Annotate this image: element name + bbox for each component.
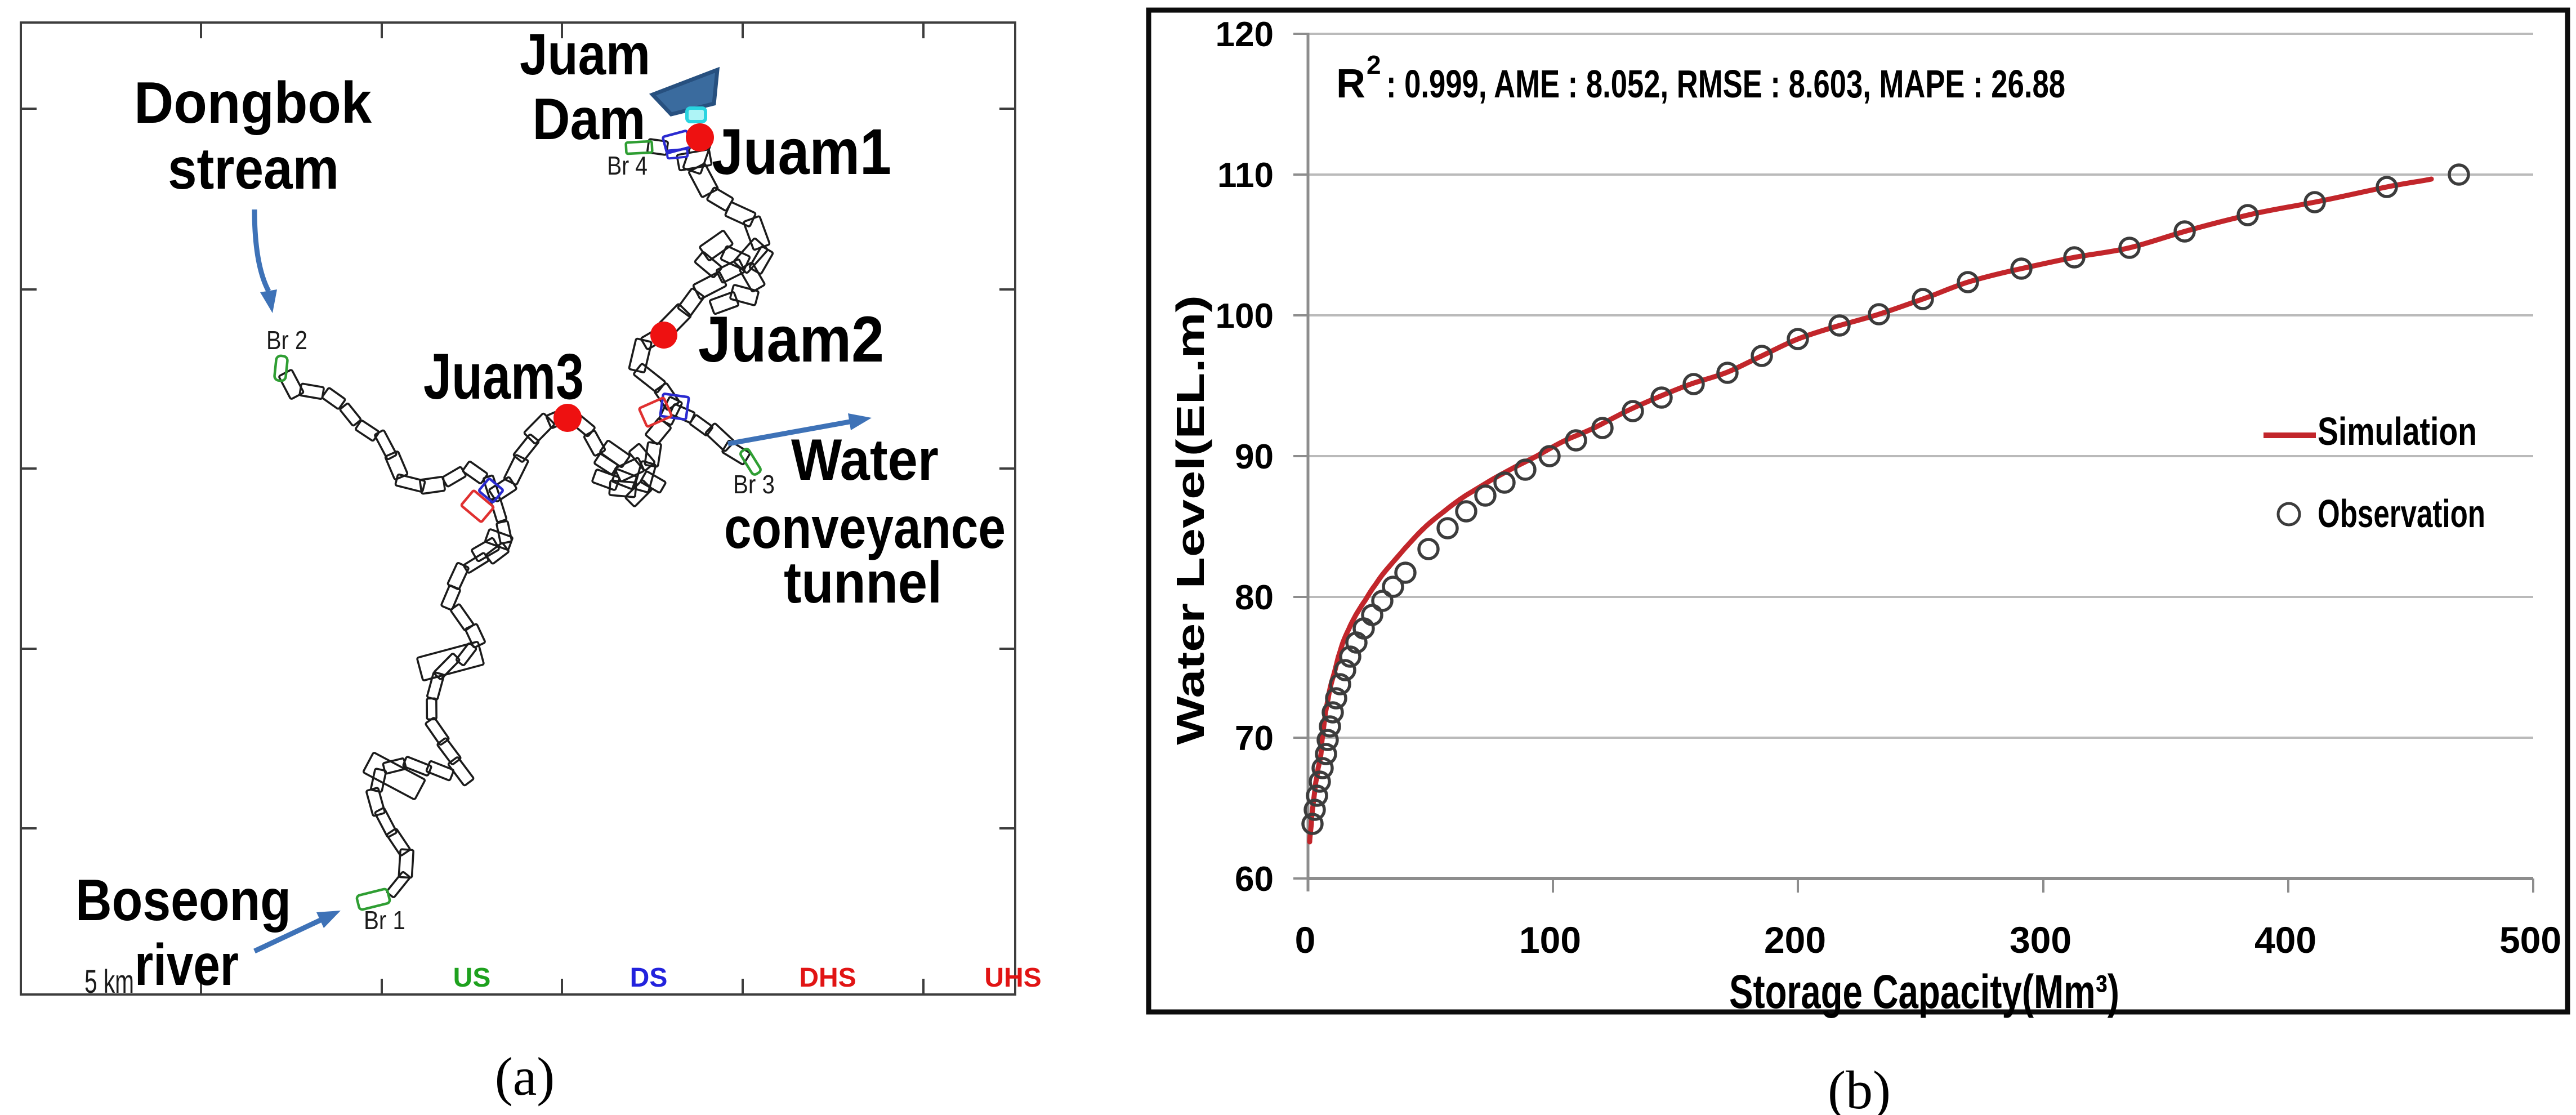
svg-text:(a): (a): [495, 1046, 555, 1107]
svg-text:Water Level(EL.m): Water Level(EL.m): [1168, 295, 1212, 745]
svg-text:R: R: [1336, 61, 1365, 106]
svg-text:100: 100: [1216, 297, 1274, 336]
svg-text:2: 2: [1367, 50, 1381, 79]
svg-text:Br 3: Br 3: [733, 470, 775, 499]
svg-text:Br 2: Br 2: [266, 325, 307, 355]
svg-text:stream: stream: [168, 136, 339, 202]
svg-text:conveyance: conveyance: [724, 496, 1006, 561]
svg-text:river: river: [135, 933, 239, 998]
svg-text:tunnel: tunnel: [784, 550, 942, 616]
svg-text:Juam2: Juam2: [698, 304, 884, 376]
svg-text:60: 60: [1235, 860, 1274, 899]
svg-text:Juam1: Juam1: [712, 116, 891, 188]
svg-text:DS: DS: [630, 963, 668, 993]
svg-text:110: 110: [1217, 156, 1274, 195]
svg-text:5 km: 5 km: [84, 964, 134, 1000]
svg-text:Water: Water: [791, 427, 939, 493]
svg-text:500: 500: [2499, 919, 2561, 961]
svg-text:DHS: DHS: [799, 963, 856, 993]
svg-text:90: 90: [1235, 438, 1274, 476]
svg-text:100: 100: [1519, 919, 1581, 961]
svg-text:Boseong: Boseong: [75, 868, 291, 933]
svg-text:Observation: Observation: [2318, 492, 2485, 536]
svg-text:US: US: [453, 963, 491, 993]
svg-text:Juam3: Juam3: [423, 341, 584, 413]
svg-text:200: 200: [1764, 919, 1826, 961]
svg-text:Dam: Dam: [533, 87, 646, 152]
svg-text:Storage Capacity(Mm³): Storage Capacity(Mm³): [1729, 965, 2119, 1018]
svg-text:UHS: UHS: [984, 963, 1041, 993]
svg-text:Juam: Juam: [520, 22, 650, 87]
svg-text:: 0.999, AME : 8.052, RMSE : 8: : 0.999, AME : 8.052, RMSE : 8.603, MAPE…: [1386, 62, 2065, 106]
svg-text:0: 0: [1295, 919, 1316, 961]
svg-text:Br 4: Br 4: [607, 151, 648, 180]
svg-text:Simulation: Simulation: [2318, 409, 2477, 453]
svg-text:300: 300: [2010, 919, 2071, 961]
svg-text:Dongbok: Dongbok: [134, 70, 372, 136]
svg-text:Br 1: Br 1: [364, 906, 405, 935]
svg-text:(b): (b): [1828, 1060, 1891, 1115]
svg-text:70: 70: [1235, 719, 1274, 758]
svg-text:400: 400: [2254, 919, 2316, 961]
svg-text:80: 80: [1235, 578, 1274, 617]
svg-text:120: 120: [1216, 15, 1274, 54]
